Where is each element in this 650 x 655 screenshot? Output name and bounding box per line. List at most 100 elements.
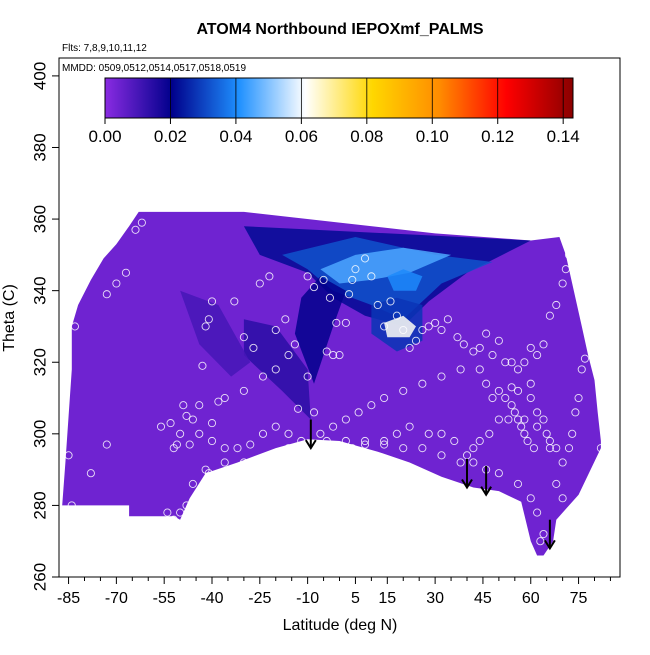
- sample-point: [70, 322, 79, 331]
- sample-point: [533, 422, 542, 431]
- sample-point: [176, 429, 185, 438]
- y-axis-label: Theta (C): [1, 284, 18, 352]
- enhanced-region: [384, 315, 416, 338]
- sample-point: [166, 419, 175, 428]
- sample-point: [513, 479, 523, 488]
- sample-point: [510, 408, 519, 417]
- sample-point: [469, 444, 478, 453]
- sample-point: [584, 551, 593, 560]
- sample-point: [494, 336, 503, 345]
- sample-point: [348, 275, 357, 284]
- sample-point: [520, 429, 529, 438]
- x-tick-label: 75: [570, 590, 588, 607]
- colorbar-ticks: 0.00 0.02 0.04 0.06 0.08 0.10 0.12 0.14: [88, 78, 580, 146]
- sample-point: [329, 351, 338, 360]
- sample-point: [176, 508, 185, 517]
- x-tick-label: 60: [522, 590, 540, 607]
- colorbar-tick-label: 0.06: [285, 127, 318, 146]
- sample-point: [332, 318, 341, 327]
- y-tick-label: 320: [30, 348, 49, 376]
- sample-point: [220, 393, 229, 403]
- arrow-head: [304, 439, 317, 451]
- sample-point: [469, 458, 478, 467]
- sample-point: [501, 393, 510, 403]
- sample-point: [577, 544, 586, 553]
- x-tick-label: -10: [296, 590, 319, 607]
- sample-point: [558, 279, 567, 288]
- sample-point: [475, 365, 484, 374]
- sample-point: [577, 236, 586, 245]
- sample-point: [201, 322, 210, 331]
- sample-point: [284, 444, 293, 453]
- sample-point: [131, 225, 140, 234]
- sample-point: [405, 343, 414, 352]
- y-tick-label: 400: [30, 62, 49, 90]
- sample-point: [156, 422, 166, 431]
- sample-point: [399, 444, 408, 453]
- y-tick-label: 280: [30, 491, 49, 519]
- sample-point: [456, 458, 465, 467]
- sample-point: [316, 429, 325, 438]
- sample-point: [587, 236, 596, 245]
- sample-point: [424, 322, 433, 331]
- sample-point: [303, 372, 312, 381]
- sample-point: [367, 272, 376, 281]
- sample-point: [360, 254, 370, 263]
- sample-point: [309, 283, 319, 292]
- sample-point: [520, 415, 529, 424]
- sample-point: [112, 279, 121, 288]
- sample-point: [494, 469, 503, 478]
- x-tick-label: -40: [200, 590, 223, 607]
- enhanced-region: [180, 290, 251, 377]
- sample-point: [284, 429, 293, 438]
- sample-point: [418, 379, 427, 388]
- sample-point: [577, 365, 586, 374]
- sample-point: [552, 444, 561, 453]
- arrow-marker: [304, 419, 317, 451]
- sample-point: [207, 436, 217, 446]
- sample-point: [494, 415, 503, 424]
- colorbar-scale: [104, 77, 574, 119]
- dates-annotation: MMDD: 0509,0512,0514,0517,0518,0519: [62, 63, 246, 74]
- colorbar: 0.00 0.02 0.04 0.06 0.08 0.10 0.12 0.14: [88, 77, 580, 146]
- sample-point: [488, 393, 497, 403]
- y-tick-label: 300: [30, 420, 49, 448]
- sample-point: [271, 422, 280, 431]
- x-tick-label: 45: [474, 590, 492, 607]
- sample-point: [411, 336, 421, 345]
- field-layer: [62, 211, 601, 556]
- sample-point: [450, 436, 459, 446]
- sample-point: [188, 415, 197, 424]
- sample-point: [453, 333, 462, 342]
- sample-point: [380, 436, 389, 446]
- sample-point: [482, 379, 491, 388]
- sample-point: [309, 408, 319, 417]
- sample-point: [475, 343, 484, 352]
- sample-point: [351, 265, 360, 274]
- sample-point: [482, 329, 491, 338]
- x-axis-label: Latitude (deg N): [283, 617, 398, 634]
- sample-point: [539, 529, 548, 539]
- sample-point: [571, 529, 580, 539]
- sample-point: [526, 393, 535, 403]
- sample-point: [367, 401, 376, 410]
- sample-point: [137, 218, 146, 227]
- sample-point: [564, 444, 574, 453]
- enhanced-region: [243, 319, 311, 420]
- y-axis: 260 280 300 320 340 360 380 400: [30, 62, 59, 591]
- sample-point: [517, 422, 526, 431]
- sample-point: [354, 408, 363, 417]
- sample-point: [67, 501, 76, 510]
- sample-point: [580, 354, 589, 363]
- sample-point: [584, 229, 593, 238]
- sample-point: [341, 415, 350, 424]
- sample-point: [322, 436, 331, 446]
- colorbar-tick-label: 0.12: [481, 127, 514, 146]
- sample-point: [233, 444, 242, 453]
- sample-point: [590, 544, 599, 553]
- sample-point: [373, 300, 382, 310]
- sample-point: [405, 422, 414, 431]
- sample-point: [469, 347, 478, 356]
- arrow-marker: [544, 519, 556, 551]
